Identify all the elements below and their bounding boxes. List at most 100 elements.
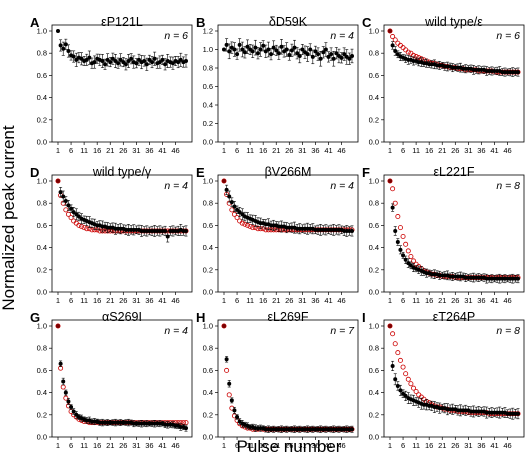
data-point <box>61 46 66 51</box>
x-axis-label: Pulse number <box>237 437 342 456</box>
data-point <box>56 179 60 183</box>
data-point <box>76 214 81 219</box>
y-tick-label: 0.8 <box>369 344 379 353</box>
y-tick-label: 0.8 <box>203 344 213 353</box>
x-tick-label: 41 <box>158 296 166 305</box>
data-point <box>403 257 408 262</box>
model-point <box>397 225 403 231</box>
data-point <box>235 207 240 212</box>
x-tick-label: 36 <box>145 146 153 155</box>
data-point <box>326 54 331 59</box>
data-point <box>235 415 240 420</box>
data-point <box>313 49 318 54</box>
data-point <box>274 48 279 53</box>
model-point <box>183 420 189 426</box>
data-point <box>56 29 60 33</box>
data-point <box>100 58 105 63</box>
data-point <box>184 426 188 431</box>
x-tick-label: 16 <box>259 441 267 450</box>
x-tick-label: 16 <box>93 146 101 155</box>
model-point <box>405 49 411 55</box>
data-point <box>276 51 281 56</box>
data-point <box>229 398 234 403</box>
y-tick-label: 1.0 <box>369 27 379 36</box>
data-point <box>516 276 520 281</box>
x-tick-label: 11 <box>412 441 420 450</box>
x-tick-label: 31 <box>464 296 472 305</box>
x-tick-label: 31 <box>298 441 306 450</box>
x-tick-label: 36 <box>145 441 153 450</box>
model-point <box>403 241 409 247</box>
data-point <box>300 47 305 52</box>
y-tick-label: 0.2 <box>369 115 379 124</box>
x-tick-label: 46 <box>337 146 345 155</box>
x-tick-label: 6 <box>235 441 239 450</box>
data-point <box>255 51 260 56</box>
data-point <box>160 57 165 62</box>
n-label: n = 7 <box>330 325 355 337</box>
plot-frame <box>217 319 359 438</box>
model-point <box>395 350 401 356</box>
data-point <box>116 61 121 66</box>
model-point <box>239 220 245 226</box>
n-label: n = 6 <box>496 30 520 42</box>
data-point <box>66 203 71 208</box>
x-tick-label: 21 <box>106 146 114 155</box>
x-tick-label: 36 <box>311 441 319 450</box>
model-point <box>411 385 417 391</box>
x-tick-label: 16 <box>425 146 433 155</box>
data-point <box>74 212 79 217</box>
y-tick-label: 0.6 <box>203 221 213 230</box>
y-tick-label: 0.8 <box>203 64 213 73</box>
data-point <box>516 411 520 416</box>
data-point <box>237 210 242 215</box>
data-point <box>237 419 242 424</box>
data-point <box>56 324 60 328</box>
data-point <box>58 43 63 48</box>
panel-letter: B <box>196 15 205 30</box>
data-point <box>284 47 289 52</box>
y-tick-label: 0.0 <box>203 433 213 442</box>
model-point <box>387 178 393 184</box>
plot-frame <box>383 319 525 438</box>
x-tick-label: 1 <box>56 441 60 450</box>
model-point <box>392 200 398 206</box>
x-tick-label: 36 <box>477 146 485 155</box>
data-point <box>331 56 336 61</box>
y-tick-label: 0.0 <box>369 433 379 442</box>
data-point <box>350 427 354 432</box>
data-point <box>147 57 152 62</box>
data-point <box>398 247 403 252</box>
plot-frame <box>217 24 359 143</box>
data-point <box>121 60 126 65</box>
y-tick-label: 0.0 <box>203 138 213 147</box>
data-point <box>61 379 66 384</box>
y-tick-label: 0.0 <box>369 288 379 297</box>
data-point <box>305 52 310 57</box>
panel-title: εL221F <box>433 165 474 179</box>
x-tick-label: 46 <box>171 146 179 155</box>
model-point <box>234 215 240 221</box>
data-point <box>222 179 226 183</box>
x-tick-label: 1 <box>222 441 226 450</box>
data-point <box>393 228 398 233</box>
data-point <box>323 47 328 52</box>
x-tick-label: 26 <box>285 441 293 450</box>
data-point <box>321 50 326 55</box>
y-tick-label: 0.4 <box>369 243 379 252</box>
x-tick-label: 6 <box>69 146 73 155</box>
x-tick-label: 21 <box>272 441 280 450</box>
x-tick-label: 46 <box>337 296 345 305</box>
x-tick-label: 46 <box>171 441 179 450</box>
data-point <box>134 61 139 66</box>
x-tick-label: 41 <box>490 146 498 155</box>
x-tick-label: 1 <box>56 296 60 305</box>
model-point <box>395 214 401 220</box>
model-point <box>231 211 237 217</box>
y-tick-label: 0.6 <box>37 71 47 80</box>
y-tick-label: 0.2 <box>37 265 47 274</box>
y-tick-label: 0.2 <box>203 265 213 274</box>
data-point <box>227 194 232 199</box>
y-tick-label: 0.2 <box>369 265 379 274</box>
